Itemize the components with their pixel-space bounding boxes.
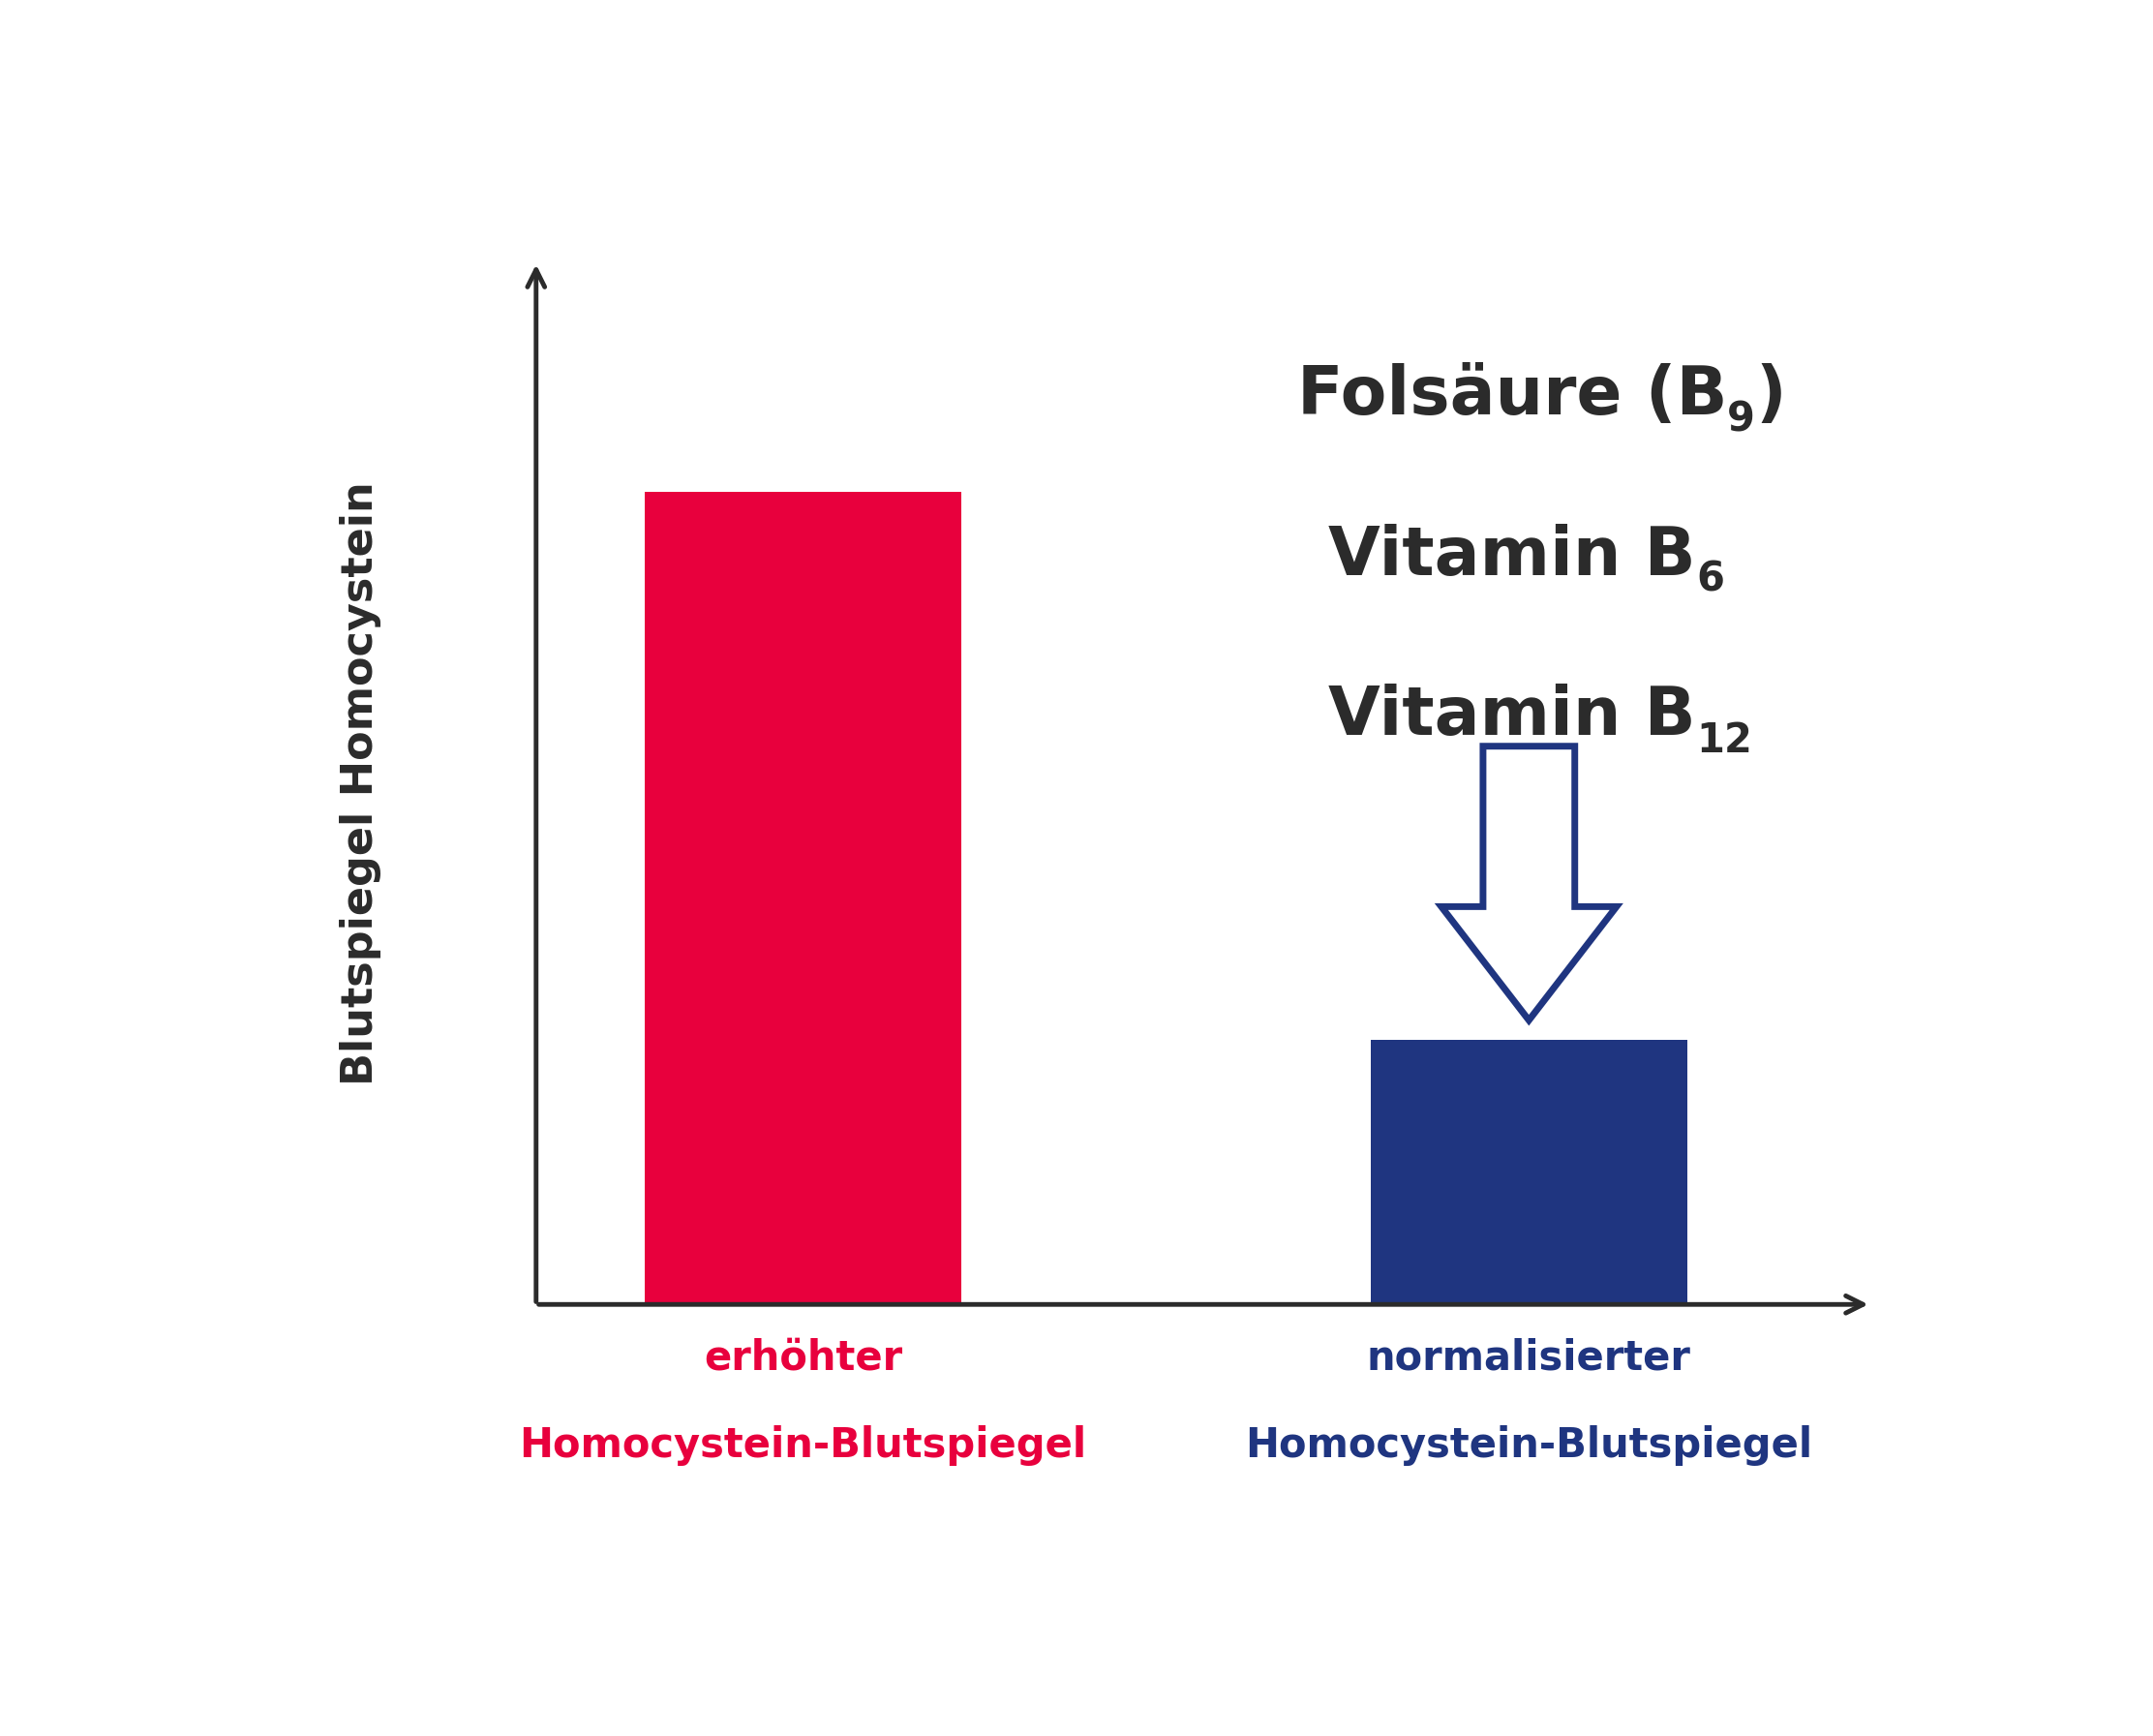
Text: Vitamin B: Vitamin B xyxy=(1328,524,1697,589)
Text: Homocystein-Blutspiegel: Homocystein-Blutspiegel xyxy=(1244,1425,1813,1465)
Text: 9: 9 xyxy=(1727,399,1755,439)
Text: erhöhter: erhöhter xyxy=(704,1338,902,1378)
Bar xyxy=(1371,1040,1688,1304)
Text: 6: 6 xyxy=(1697,559,1725,601)
Bar xyxy=(644,491,962,1304)
Text: Folsäure (B: Folsäure (B xyxy=(1296,363,1727,427)
Text: 12: 12 xyxy=(1697,720,1753,760)
Polygon shape xyxy=(1440,746,1617,1021)
Text: Vitamin B: Vitamin B xyxy=(1328,684,1697,748)
Text: ): ) xyxy=(1755,363,1787,427)
Text: Blutspiegel Homocystein: Blutspiegel Homocystein xyxy=(340,481,381,1085)
Text: Homocystein-Blutspiegel: Homocystein-Blutspiegel xyxy=(519,1425,1087,1465)
Text: normalisierter: normalisierter xyxy=(1367,1338,1690,1378)
